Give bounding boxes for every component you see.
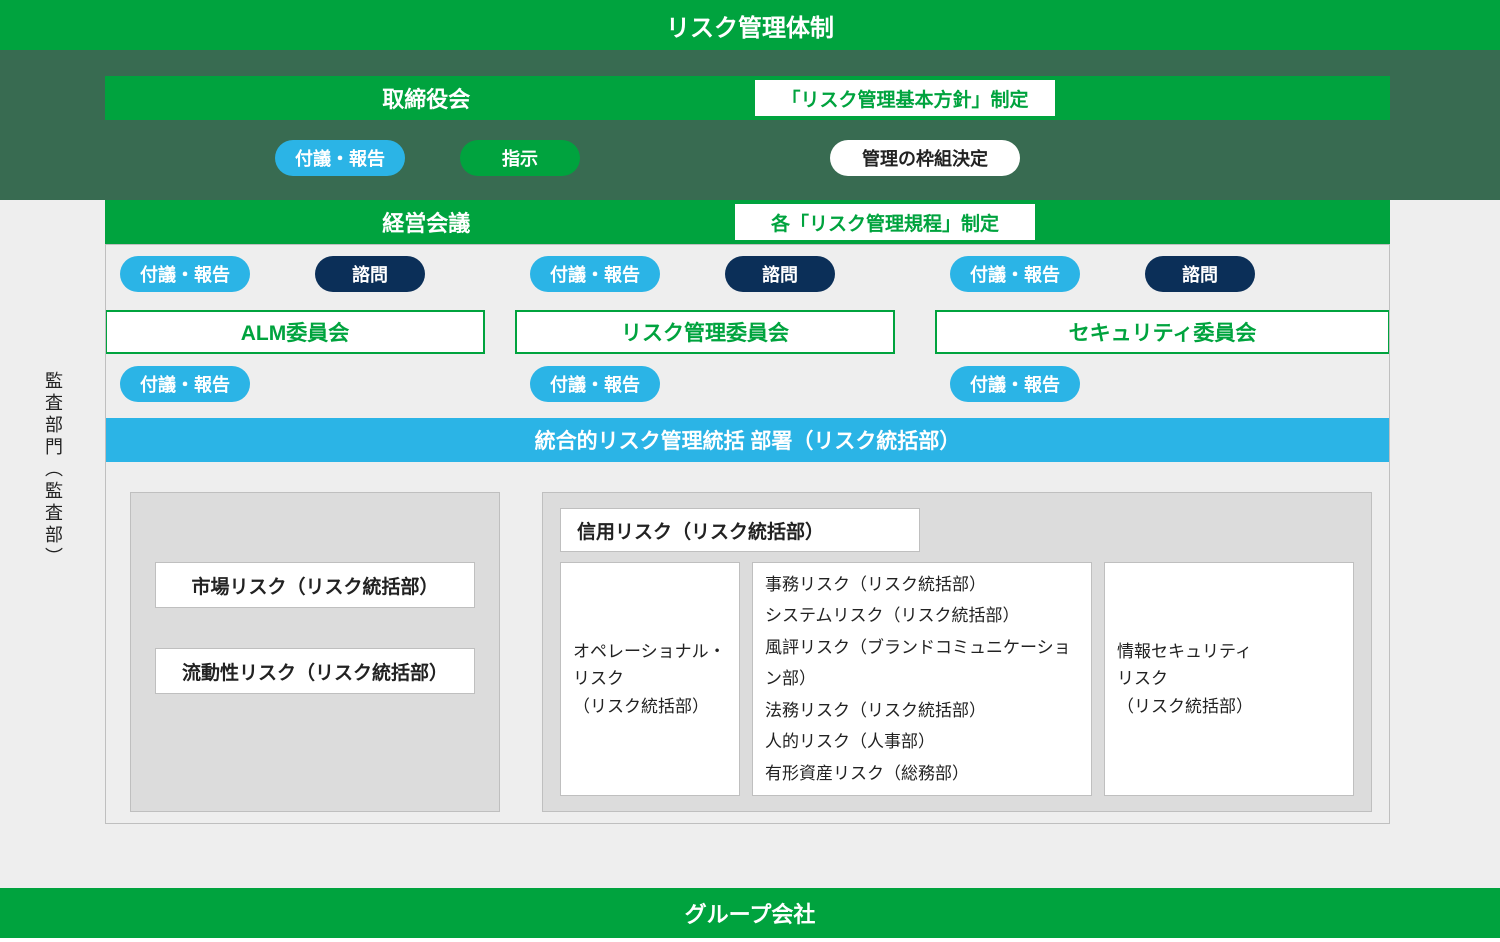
op-list-item: 人的リスク（人事部）	[765, 726, 1079, 757]
report-pill-b2: 付議・報告	[530, 366, 660, 402]
policy-box: 「リスク管理基本方針」制定	[755, 80, 1055, 116]
info-sec-cell: 情報セキュリティ リスク （リスク統括部）	[1104, 562, 1354, 796]
op-list-item: 事務リスク（リスク統括部）	[765, 569, 1079, 600]
committee-risk: リスク管理委員会	[515, 310, 895, 354]
integrated-bar: 統合的リスク管理統括 部署（リスク統括部）	[105, 418, 1390, 462]
audit-side-label: 監査部門（監査部）	[38, 330, 68, 610]
mgmt-label: 経営会議	[382, 211, 470, 236]
consult-pill-c3: 諮問	[1145, 256, 1255, 292]
op-list-item: 法務リスク（リスク統括部）	[765, 695, 1079, 726]
instruct-pill: 指示	[460, 140, 580, 176]
liquidity-risk-box: 流動性リスク（リスク統括部）	[155, 648, 475, 694]
report-pill-b3: 付議・報告	[950, 366, 1080, 402]
market-risk-box: 市場リスク（リスク統括部）	[155, 562, 475, 608]
report-pill-1: 付議・報告	[275, 140, 405, 176]
consult-pill-c1: 諮問	[315, 256, 425, 292]
committee-alm: ALM委員会	[105, 310, 485, 354]
group-bar: グループ会社	[0, 888, 1500, 938]
report-pill-c2: 付議・報告	[530, 256, 660, 292]
title-text: リスク管理体制	[666, 8, 834, 43]
report-pill-c1: 付議・報告	[120, 256, 250, 292]
report-pill-c3: 付議・報告	[950, 256, 1080, 292]
credit-header: 信用リスク（リスク統括部）	[560, 508, 920, 552]
title-bar: リスク管理体制	[0, 0, 1500, 50]
op-list-item: システムリスク（リスク統括部）	[765, 600, 1079, 631]
regulations-box: 各「リスク管理規程」制定	[735, 204, 1035, 240]
report-pill-b1: 付議・報告	[120, 366, 250, 402]
committee-security: セキュリティ委員会	[935, 310, 1390, 354]
framework-pill: 管理の枠組決定	[830, 140, 1020, 176]
op-risk-cell: オペレーショナル・ リスク （リスク統括部）	[560, 562, 740, 796]
board-label: 取締役会	[382, 87, 470, 112]
op-list-cell: 事務リスク（リスク統括部）システムリスク（リスク統括部）風評リスク（ブランドコミ…	[752, 562, 1092, 796]
op-list-item: 風評リスク（ブランドコミュニケーション部）	[765, 632, 1079, 695]
op-list-item: 有形資産リスク（総務部）	[765, 758, 1079, 789]
board-bar: 取締役会	[105, 76, 1390, 120]
consult-pill-c2: 諮問	[725, 256, 835, 292]
dark-band	[0, 50, 1500, 200]
